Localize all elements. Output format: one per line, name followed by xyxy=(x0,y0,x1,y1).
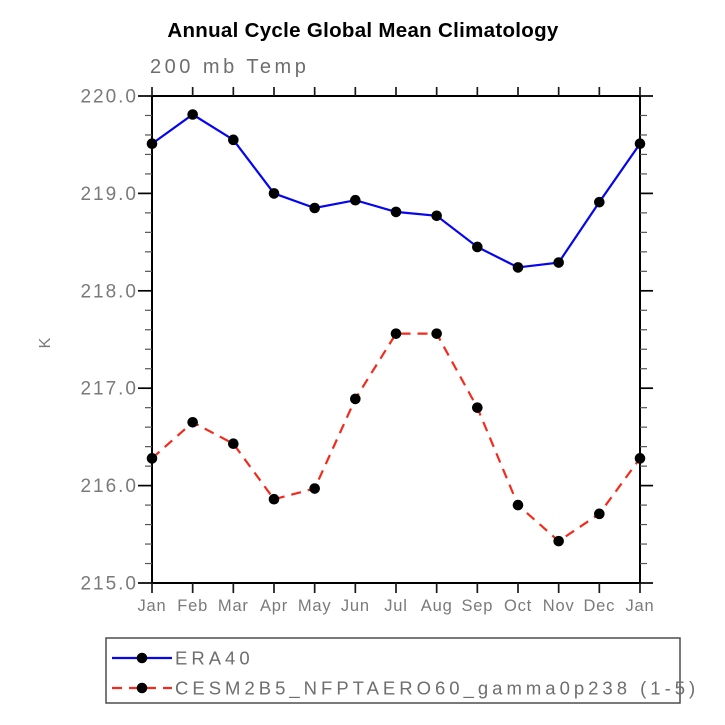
plot-axes: 215.0 216.0 217.0 218.0 219.0 220.0 Jan Feb Mar A… xyxy=(80,87,654,616)
y-axis-tick-label: 217.0 xyxy=(80,379,138,400)
data-point xyxy=(431,328,442,339)
legend-label: ERA40 xyxy=(175,648,254,669)
plot-frame xyxy=(151,95,641,584)
plot-series xyxy=(146,109,646,547)
legend: ERA40 CESM2B5_NFPTAERO60_gamma0p238 (1-5) xyxy=(105,637,699,704)
x-axis-tick-label: Jan xyxy=(137,597,166,615)
data-point xyxy=(268,188,280,199)
data-point xyxy=(594,196,605,208)
data-point xyxy=(187,109,198,120)
x-axis-tick-label: Nov xyxy=(543,597,575,615)
x-axis-tick-label: Jun xyxy=(341,597,370,615)
data-point xyxy=(228,438,239,450)
x-axis-tick-label: Apr xyxy=(260,597,288,615)
x-axis-tick-label: Mar xyxy=(218,597,249,615)
data-point xyxy=(553,257,564,268)
data-point xyxy=(553,535,564,547)
data-point xyxy=(146,453,158,464)
x-axis-tick-label: Jul xyxy=(384,597,408,615)
y-axis-title: K xyxy=(37,337,54,348)
data-point xyxy=(472,402,483,413)
series-line-CESM2B5_NFPTAERO60_gamma0p238 (1-5) xyxy=(151,332,641,543)
y-axis-tick-label: 220.0 xyxy=(80,87,138,108)
x-axis-tick-label: Dec xyxy=(583,597,615,615)
data-point xyxy=(309,202,320,214)
legend-marker xyxy=(136,652,148,664)
chart-subtitle: 200 mb Temp xyxy=(150,56,309,78)
data-point xyxy=(512,499,524,511)
data-point xyxy=(350,194,361,206)
data-point xyxy=(268,493,280,505)
legend-label: CESM2B5_NFPTAERO60_gamma0p238 (1-5) xyxy=(175,678,699,700)
data-point xyxy=(472,241,483,253)
y-axis-tick-label: 218.0 xyxy=(80,281,138,302)
data-point xyxy=(431,210,442,222)
data-point xyxy=(634,453,646,464)
x-axis-tick-label: Sep xyxy=(461,597,493,615)
y-axis-tick-label: 219.0 xyxy=(80,184,138,205)
data-point xyxy=(594,508,605,520)
data-point xyxy=(634,138,646,150)
x-axis-tick-label: Oct xyxy=(504,597,532,615)
x-axis-tick-label: Jan xyxy=(625,597,654,615)
legend-rows: ERA40 CESM2B5_NFPTAERO60_gamma0p238 (1-5) xyxy=(112,648,699,700)
x-axis-tick-label: Feb xyxy=(177,597,208,615)
data-point xyxy=(309,483,320,494)
x-axis-tick-label: May xyxy=(298,597,332,615)
data-point xyxy=(390,206,402,218)
chart-title: Annual Cycle Global Mean Climatology xyxy=(167,19,559,42)
y-axis-tick-label: 216.0 xyxy=(80,476,138,497)
data-point xyxy=(350,393,361,405)
y-axis-tick-label: 215.0 xyxy=(80,574,138,595)
data-point xyxy=(390,328,402,339)
data-point xyxy=(512,262,524,273)
x-axis-tick-label: Aug xyxy=(421,597,453,615)
series-line-ERA40 xyxy=(151,113,641,269)
legend-box xyxy=(105,637,681,704)
data-point xyxy=(187,416,198,428)
data-point xyxy=(228,134,239,146)
data-point xyxy=(146,138,158,150)
legend-marker xyxy=(136,682,148,694)
